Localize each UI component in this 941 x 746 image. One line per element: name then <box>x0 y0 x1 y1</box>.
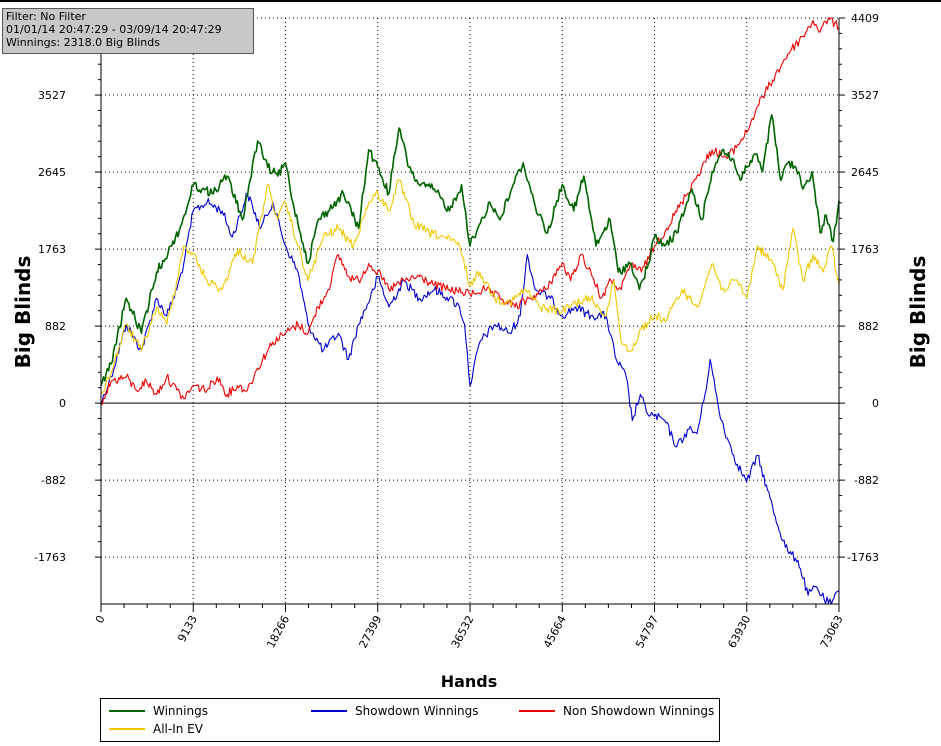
legend-label-showdown-winnings: Showdown Winnings <box>355 704 479 718</box>
x-tick-label: 27399 <box>356 613 384 650</box>
tick-marks <box>95 17 845 612</box>
y-tick-label-left: 1763 <box>38 243 66 256</box>
x-tick-label: 9133 <box>175 613 200 644</box>
series-line-all-in-ev <box>100 179 840 395</box>
y-tick-label-left: 2645 <box>38 166 66 179</box>
y-tick-label-right: -1763 <box>847 551 879 564</box>
legend-swatch-showdown-winnings <box>311 710 347 712</box>
grid <box>101 17 839 604</box>
x-tick-label: 73063 <box>818 613 846 650</box>
x-axis-label: Hands <box>441 672 498 691</box>
x-tick-label: 54797 <box>633 613 661 650</box>
legend-swatch-winnings <box>109 710 145 712</box>
winnings-text: Winnings: 2318.0 Big Blinds <box>6 36 160 49</box>
legend: Winnings Showdown Winnings Non Showdown … <box>100 698 720 742</box>
y-tick-label-right: 1763 <box>851 243 879 256</box>
x-tick-label: 0 <box>93 613 108 625</box>
axes <box>100 18 840 605</box>
legend-label-non-showdown-winnings: Non Showdown Winnings <box>563 704 715 718</box>
y-tick-label-right: 0 <box>872 397 879 410</box>
y-tick-label-left: 0 <box>59 397 66 410</box>
y-tick-label-right: 2645 <box>851 166 879 179</box>
series-layer <box>100 17 840 605</box>
series-line-winnings <box>100 114 840 386</box>
filter-info-box: Filter: No Filter 01/01/14 20:47:29 - 03… <box>2 8 254 54</box>
x-tick-label: 18266 <box>264 613 292 650</box>
y-tick-label-right: 3527 <box>851 89 879 102</box>
y-axis-right-tick-labels: -1763 -882 0 882 1763 2645 3527 4409 <box>847 12 879 564</box>
date-range-text: 01/01/14 20:47:29 - 03/09/14 20:47:29 <box>6 23 222 36</box>
x-tick-label: 45664 <box>541 613 569 650</box>
y-tick-label-left: 3527 <box>38 89 66 102</box>
y-axis-left-label: Big Blinds <box>11 256 35 369</box>
series-line-non-showdown-winnings <box>100 17 840 406</box>
x-axis-tick-labels: 0 9133 18266 27399 36532 45664 54797 63930 73063 <box>93 613 846 650</box>
y-tick-label-left: -882 <box>41 474 66 487</box>
y-tick-label-right: -882 <box>854 474 879 487</box>
series-line-showdown-winnings <box>100 192 840 605</box>
y-tick-label-right: 882 <box>858 320 879 333</box>
x-tick-label: 36532 <box>449 613 477 650</box>
x-tick-label: 63930 <box>725 613 753 650</box>
y-axis-right-label: Big Blinds <box>906 256 930 369</box>
legend-label-all-in-ev: All-In EV <box>153 722 203 736</box>
legend-swatch-all-in-ev <box>109 728 145 730</box>
legend-swatch-non-showdown-winnings <box>519 710 555 712</box>
y-tick-label-left: -1763 <box>34 551 66 564</box>
y-tick-label-right: 4409 <box>851 12 879 25</box>
legend-label-winnings: Winnings <box>153 704 208 718</box>
filter-text: Filter: No Filter <box>6 10 86 23</box>
y-tick-label-left: 882 <box>45 320 66 333</box>
